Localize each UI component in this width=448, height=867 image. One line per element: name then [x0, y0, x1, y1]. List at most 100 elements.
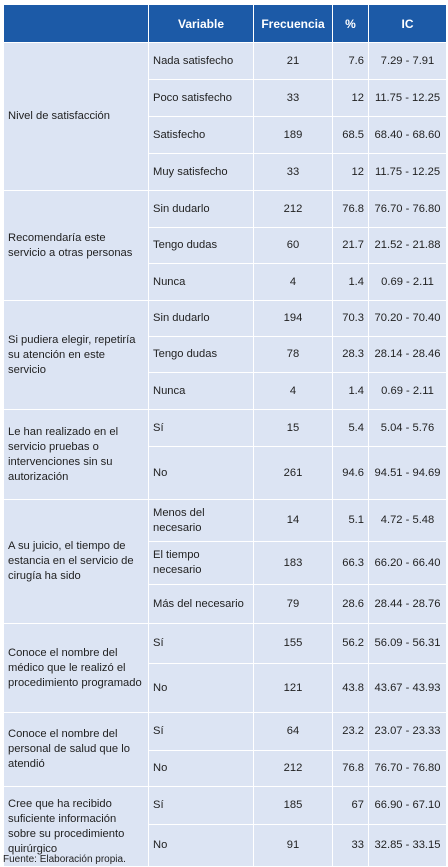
header-variable: Variable: [148, 4, 254, 43]
frequency-cell: 185: [253, 786, 333, 825]
header-ic: IC: [368, 4, 447, 43]
table-row: Cree que ha recibido suficiente informac…: [3, 786, 447, 867]
table-row: Satisfecho 189 68.5 68.40 - 68.60: [4, 116, 447, 154]
category-cell: Satisfecho: [148, 116, 254, 154]
frequency-cell: 4: [253, 372, 333, 410]
category-cell: Sin dudarlo: [148, 300, 254, 337]
category-cell: Poco satisfecho: [148, 79, 254, 117]
percent-cell: 23.2: [332, 712, 369, 751]
category-cell: Sí: [148, 712, 254, 751]
category-cell: Nunca: [148, 263, 254, 301]
table-source-note: Fuente: Elaboración propia.: [3, 854, 126, 865]
category-cell: No: [148, 446, 254, 500]
ic-cell: 11.75 - 12.25: [368, 79, 447, 117]
table-row: El tiempo necesario 183 66.3 66.20 - 66.…: [4, 541, 447, 585]
percent-cell: 12: [332, 79, 369, 117]
category-cell: Nada satisfecho: [148, 42, 254, 80]
frequency-cell: 15: [253, 409, 333, 447]
frequency-cell: 14: [253, 499, 333, 542]
category-cell: Nunca: [148, 372, 254, 410]
ic-cell: 0.69 - 2.11: [368, 263, 447, 301]
ic-cell: 4.72 - 5.48: [368, 499, 447, 542]
frequency-cell: 91: [253, 824, 333, 867]
category-cell: Muy satisfecho: [148, 153, 254, 191]
ic-cell: 11.75 - 12.25: [368, 153, 447, 191]
table-row: Muy satisfecho 33 12 11.75 - 12.25: [4, 153, 447, 191]
table-row: Nivel de satisfacción Nada satisfecho 21…: [3, 42, 447, 191]
percent-cell: 1.4: [332, 263, 369, 301]
ic-cell: 76.70 - 76.80: [368, 190, 447, 228]
category-cell: Sí: [148, 786, 254, 825]
variable-cell: Le han realizado en el servicio pruebas …: [3, 409, 149, 500]
percent-cell: 43.8: [332, 663, 369, 713]
frequency-cell: 33: [253, 153, 333, 191]
category-cell: No: [148, 750, 254, 787]
category-cell: Tengo dudas: [148, 336, 254, 373]
table-row: Poco satisfecho 33 12 11.75 - 12.25: [4, 79, 447, 117]
variable-cell: Recomendaría este servicio a otras perso…: [3, 190, 149, 301]
ic-cell: 68.40 - 68.60: [368, 116, 447, 154]
frequency-cell: 4: [253, 263, 333, 301]
percent-cell: 76.8: [332, 750, 369, 787]
table-row: Conoce el nombre del médico que le reali…: [3, 623, 447, 713]
ic-cell: 66.90 - 67.10: [368, 786, 447, 825]
ic-cell: 94.51 - 94.69: [368, 446, 447, 500]
ic-cell: 56.09 - 56.31: [368, 623, 447, 664]
category-cell: No: [148, 824, 254, 867]
percent-cell: 1.4: [332, 372, 369, 410]
frequency-cell: 261: [253, 446, 333, 500]
table-row: Si pudiera elegir, repetiría su atención…: [3, 300, 447, 410]
percent-cell: 56.2: [332, 623, 369, 664]
variable-cell: Conoce el nombre del personal de salud q…: [3, 712, 149, 787]
table-row: Nunca 4 1.4 0.69 - 2.11: [4, 372, 447, 410]
table-row: No 121 43.8 43.67 - 43.93: [4, 663, 447, 713]
ic-cell: 23.07 - 23.33: [368, 712, 447, 751]
percent-cell: 12: [332, 153, 369, 191]
ic-cell: 21.52 - 21.88: [368, 227, 447, 264]
category-cell: No: [148, 663, 254, 713]
percent-cell: 76.8: [332, 190, 369, 228]
category-cell: Menos del necesario: [148, 499, 254, 542]
header-blank: [3, 4, 149, 43]
variable-cell: Cree que ha recibido suficiente informac…: [3, 786, 149, 867]
frequency-cell: 194: [253, 300, 333, 337]
frequency-cell: 33: [253, 79, 333, 117]
ic-cell: 32.85 - 33.15: [368, 824, 447, 867]
ic-cell: 0.69 - 2.11: [368, 372, 447, 410]
category-cell: Sí: [148, 623, 254, 664]
table-row: Más del necesario 79 28.6 28.44 - 28.76: [4, 584, 447, 624]
category-cell: Tengo dudas: [148, 227, 254, 264]
variable-cell: Si pudiera elegir, repetiría su atención…: [3, 300, 149, 410]
frequency-cell: 79: [253, 584, 333, 624]
category-cell: Sin dudarlo: [148, 190, 254, 228]
percent-cell: 94.6: [332, 446, 369, 500]
percent-cell: 68.5: [332, 116, 369, 154]
percent-cell: 66.3: [332, 541, 369, 585]
table-row: No 91 33 32.85 - 33.15: [4, 824, 447, 867]
satisfaction-table: Variable Frecuencia % IC Nivel de satisf…: [3, 4, 447, 867]
header-frecuencia: Frecuencia: [253, 4, 333, 43]
frequency-cell: 121: [253, 663, 333, 713]
frequency-cell: 212: [253, 190, 333, 228]
frequency-cell: 60: [253, 227, 333, 264]
category-cell: El tiempo necesario: [148, 541, 254, 585]
ic-cell: 66.20 - 66.40: [368, 541, 447, 585]
table-row: Tengo dudas 78 28.3 28.14 - 28.46: [4, 336, 447, 373]
table-row: Conoce el nombre del personal de salud q…: [3, 712, 447, 787]
frequency-cell: 64: [253, 712, 333, 751]
frequency-cell: 189: [253, 116, 333, 154]
header-percent: %: [332, 4, 369, 43]
percent-cell: 5.1: [332, 499, 369, 542]
percent-cell: 67: [332, 786, 369, 825]
percent-cell: 70.3: [332, 300, 369, 337]
category-cell: Más del necesario: [148, 584, 254, 624]
variable-cell: A su juicio, el tiempo de estancia en el…: [3, 499, 149, 624]
percent-cell: 33: [332, 824, 369, 867]
frequency-cell: 212: [253, 750, 333, 787]
percent-cell: 5.4: [332, 409, 369, 447]
variable-cell: Conoce el nombre del médico que le reali…: [3, 623, 149, 713]
frequency-cell: 155: [253, 623, 333, 664]
percent-cell: 28.3: [332, 336, 369, 373]
percent-cell: 28.6: [332, 584, 369, 624]
ic-cell: 70.20 - 70.40: [368, 300, 447, 337]
